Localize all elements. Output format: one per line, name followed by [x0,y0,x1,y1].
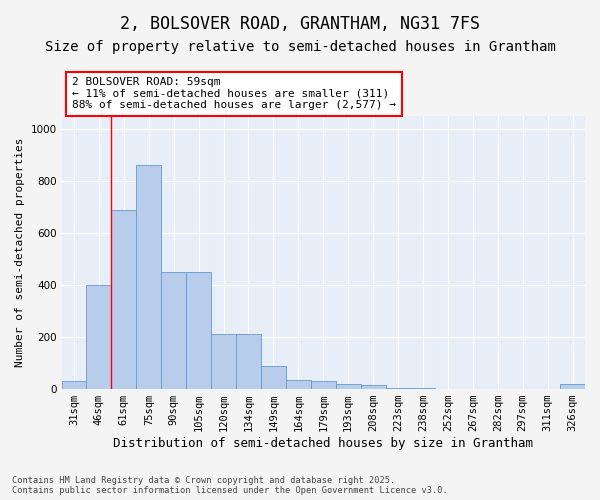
Bar [186,272,211,389]
Bar [410,388,436,389]
X-axis label: Distribution of semi-detached houses by size in Grantham: Distribution of semi-detached houses by … [113,437,533,450]
Bar [112,210,136,389]
Y-axis label: Number of semi-detached properties: Number of semi-detached properties [15,138,25,367]
Bar [286,380,311,389]
Text: Contains HM Land Registry data © Crown copyright and database right 2025.
Contai: Contains HM Land Registry data © Crown c… [12,476,448,495]
Bar [236,334,261,389]
Bar [161,272,186,389]
Text: 2 BOLSOVER ROAD: 59sqm
← 11% of semi-detached houses are smaller (311)
88% of se: 2 BOLSOVER ROAD: 59sqm ← 11% of semi-det… [72,77,396,110]
Bar [86,285,112,389]
Bar [261,366,286,389]
Bar [361,385,386,389]
Bar [336,384,361,389]
Text: 2, BOLSOVER ROAD, GRANTHAM, NG31 7FS: 2, BOLSOVER ROAD, GRANTHAM, NG31 7FS [120,15,480,33]
Bar [485,388,510,389]
Bar [136,166,161,389]
Bar [510,388,535,389]
Bar [62,382,86,389]
Bar [311,382,336,389]
Bar [211,334,236,389]
Bar [460,388,485,389]
Bar [535,388,560,389]
Bar [436,388,460,389]
Bar [560,384,585,389]
Bar [386,388,410,389]
Text: Size of property relative to semi-detached houses in Grantham: Size of property relative to semi-detach… [44,40,556,54]
